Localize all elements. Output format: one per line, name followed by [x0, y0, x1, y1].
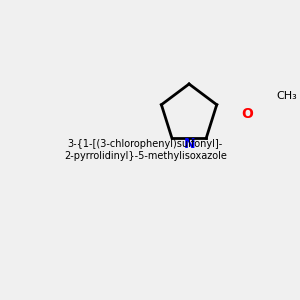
Text: N: N: [183, 137, 195, 151]
Text: O: O: [241, 107, 253, 121]
Text: CH₃: CH₃: [276, 91, 297, 101]
Text: 3-{1-[(3-chlorophenyl)sulfonyl]-
2-pyrrolidinyl}-5-methylisoxazole: 3-{1-[(3-chlorophenyl)sulfonyl]- 2-pyrro…: [64, 139, 227, 161]
